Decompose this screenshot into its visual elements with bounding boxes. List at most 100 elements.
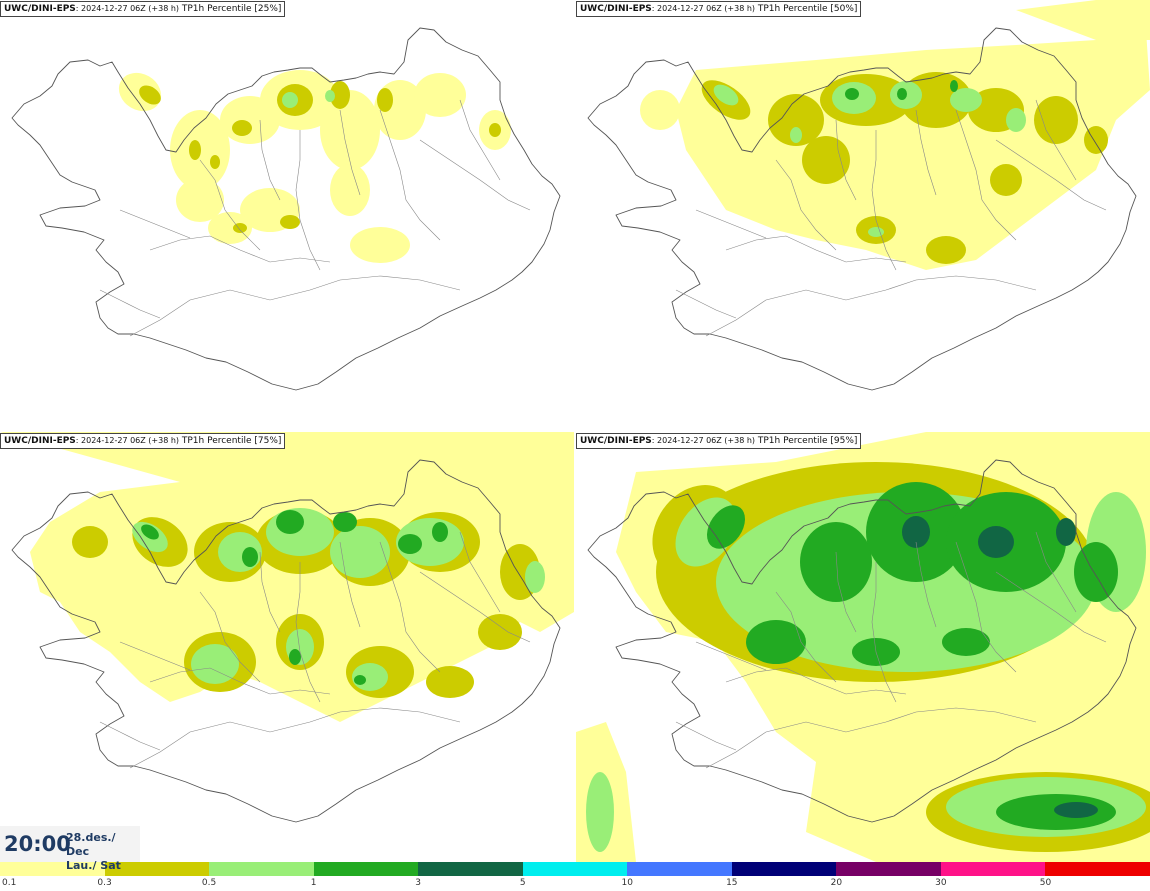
precip-map bbox=[0, 432, 574, 823]
precip-area bbox=[640, 90, 680, 130]
legend-swatch bbox=[731, 862, 837, 876]
legend-label: 5 bbox=[519, 878, 526, 888]
precip-area bbox=[676, 30, 1150, 270]
precip-area bbox=[191, 644, 239, 684]
precip-area bbox=[902, 516, 930, 548]
precip-area bbox=[426, 666, 474, 698]
coastline-roads bbox=[587, 27, 1137, 391]
precip-area bbox=[706, 505, 746, 549]
precip-area bbox=[489, 123, 501, 137]
precip-area bbox=[768, 94, 824, 146]
precip-area bbox=[525, 561, 545, 593]
legend-label: 3 bbox=[415, 878, 422, 888]
precip-area bbox=[800, 522, 872, 602]
legend-label: 50 bbox=[1039, 878, 1052, 888]
legend-swatch bbox=[627, 862, 733, 876]
precip-area bbox=[926, 236, 966, 264]
legend-swatch bbox=[0, 862, 106, 876]
legend-label: 0.3 bbox=[97, 878, 112, 888]
precip-area bbox=[802, 136, 850, 184]
precip-area bbox=[377, 88, 393, 112]
panel-title: UWC/DINI-EPS: 2024-12-27 06Z (+38 h) TP1… bbox=[576, 433, 862, 449]
precip-area bbox=[232, 120, 252, 136]
precip-area bbox=[1054, 802, 1098, 818]
precip-area bbox=[208, 212, 252, 244]
precip-area bbox=[845, 88, 859, 100]
precip-area bbox=[414, 73, 466, 117]
precip-area bbox=[1074, 542, 1118, 602]
precip-area bbox=[139, 85, 161, 105]
coastline-roads bbox=[11, 27, 561, 391]
legend-label: 0.5 bbox=[201, 878, 217, 888]
legend-swatch bbox=[522, 862, 628, 876]
precip-area bbox=[320, 90, 380, 170]
precip-area bbox=[432, 522, 448, 542]
precip-area bbox=[354, 675, 366, 685]
precip-area bbox=[233, 223, 247, 233]
precip-area bbox=[746, 620, 806, 664]
coastline-roads bbox=[587, 459, 1137, 823]
precip-area bbox=[478, 614, 522, 650]
legend-swatch bbox=[1045, 862, 1150, 876]
precip-area bbox=[398, 534, 422, 554]
panel-title: UWC/DINI-EPS: 2024-12-27 06Z (+38 h) TP1… bbox=[0, 433, 286, 449]
legend-swatch bbox=[836, 862, 942, 876]
panel-title: UWC/DINI-EPS: 2024-12-27 06Z (+38 h) TP1… bbox=[576, 1, 862, 17]
precip-area bbox=[950, 88, 982, 112]
precip-area bbox=[276, 510, 304, 534]
precip-area bbox=[990, 164, 1022, 196]
valid-date-line2: Lau./ Sat bbox=[66, 859, 121, 872]
precip-area bbox=[713, 84, 739, 106]
precip-area bbox=[950, 80, 958, 92]
legend-label: 10 bbox=[621, 878, 633, 888]
map-panel-p95: UWC/DINI-EPS: 2024-12-27 06Z (+38 h) TP1… bbox=[576, 432, 1150, 862]
precip-area bbox=[978, 526, 1014, 558]
precip-area bbox=[333, 512, 357, 532]
valid-time: 20:00 bbox=[4, 832, 71, 856]
precip-area bbox=[289, 649, 301, 665]
precip-area bbox=[1006, 108, 1026, 132]
color-legend: 0.1 0.3 0.5 1 3 5 10 15 20 30 50 bbox=[0, 862, 1150, 891]
legend-swatch bbox=[940, 862, 1046, 876]
precip-area bbox=[1056, 518, 1076, 546]
legend-swatch bbox=[418, 862, 524, 876]
legend-label: 0.1 bbox=[2, 878, 17, 888]
valid-date-line1: 28.des./ Dec bbox=[66, 831, 116, 858]
precip-area bbox=[210, 155, 220, 169]
precip-area bbox=[141, 524, 159, 540]
legend-label: 1 bbox=[310, 878, 317, 888]
precip-area bbox=[1034, 96, 1078, 144]
map-panel-p25: UWC/DINI-EPS: 2024-12-27 06Z (+38 h) TP1… bbox=[0, 0, 574, 430]
precip-area bbox=[330, 81, 350, 109]
precip-area bbox=[330, 164, 370, 216]
precip-area bbox=[280, 215, 300, 229]
precip-area bbox=[350, 227, 410, 263]
map-panel-p75: UWC/DINI-EPS: 2024-12-27 06Z (+38 h) TP1… bbox=[0, 432, 574, 862]
precip-map bbox=[587, 0, 1150, 391]
precip-area bbox=[586, 772, 614, 852]
legend-label: 30 bbox=[935, 878, 947, 888]
coastline-roads bbox=[11, 459, 561, 823]
legend-swatch bbox=[104, 862, 210, 876]
legend-label: 20 bbox=[830, 878, 843, 888]
panel-title: UWC/DINI-EPS: 2024-12-27 06Z (+38 h) TP1… bbox=[0, 1, 286, 17]
precip-area bbox=[176, 178, 224, 222]
precip-area bbox=[897, 88, 907, 100]
precip-area bbox=[330, 526, 390, 578]
precip-area bbox=[942, 628, 990, 656]
precip-area bbox=[242, 547, 258, 567]
precip-area bbox=[1016, 0, 1150, 40]
legend-color-bar bbox=[0, 862, 1150, 876]
legend-swatch bbox=[313, 862, 419, 876]
precip-area bbox=[325, 90, 335, 102]
precip-area bbox=[868, 227, 884, 237]
precip-map bbox=[576, 432, 1150, 862]
legend-swatch bbox=[209, 862, 315, 876]
precip-area bbox=[72, 526, 108, 558]
valid-date: 28.des./ Dec Lau./ Sat bbox=[66, 831, 140, 873]
precip-map bbox=[11, 27, 561, 391]
valid-time-box: 20:00 28.des./ Dec Lau./ Sat bbox=[0, 826, 140, 872]
precip-area bbox=[790, 127, 802, 143]
precip-area bbox=[189, 140, 201, 160]
map-panel-p50: UWC/DINI-EPS: 2024-12-27 06Z (+38 h) TP1… bbox=[576, 0, 1150, 430]
